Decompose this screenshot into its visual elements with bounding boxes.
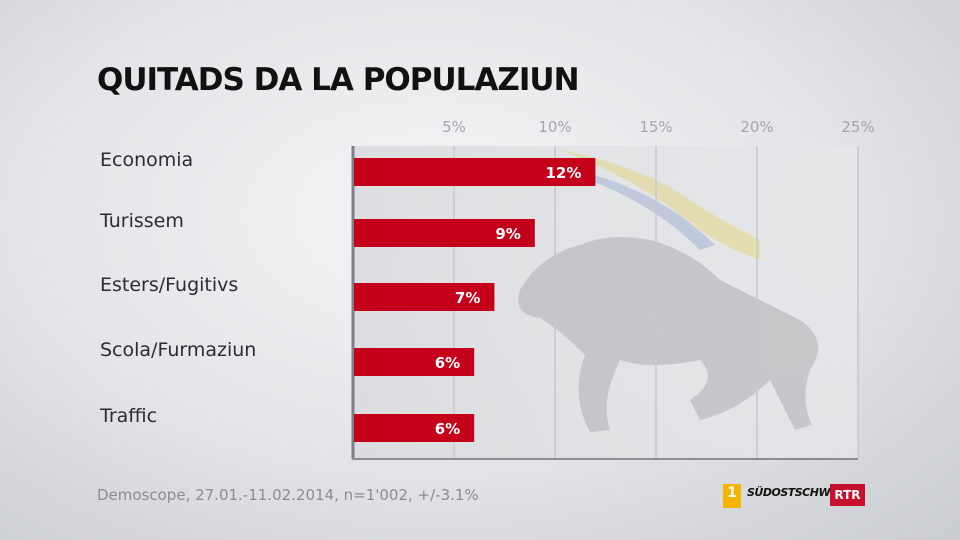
bar (354, 219, 535, 247)
category-label: Traffic (99, 405, 157, 427)
suedostschweiz-logo: SÜDOSTSCHWEIZ (747, 486, 849, 499)
radio-one-logo: 1 (723, 484, 741, 508)
bar (354, 158, 596, 186)
x-tick-label: 25% (841, 118, 874, 136)
x-tick-label: 15% (639, 118, 672, 136)
category-label: Scola/Furmaziun (100, 339, 256, 361)
data-label: 12% (545, 164, 581, 182)
data-label: 9% (495, 225, 520, 243)
data-label: 6% (435, 420, 460, 438)
x-tick-label: 20% (740, 118, 773, 136)
bar (354, 283, 495, 311)
source-note: Demoscope, 27.01.-11.02.2014, n=1'002, +… (97, 486, 479, 504)
bar (354, 348, 475, 376)
x-tick-label: 10% (538, 118, 571, 136)
x-tick-label: 5% (442, 118, 466, 136)
data-label: 6% (435, 354, 460, 372)
chart-title: QUITADS DA LA POPULAZIUN (97, 62, 580, 98)
category-label: Esters/Fugitivs (100, 274, 238, 296)
data-labels: 12% 9% 7% 6% 6% (435, 164, 582, 438)
bar (354, 414, 475, 442)
x-axis-ticks: 5% 10% 15% 20% 25% (442, 118, 875, 136)
bars (354, 158, 596, 442)
category-labels: Economia Turissem Esters/Fugitivs Scola/Fur… (99, 149, 256, 427)
category-label: Turissem (99, 210, 184, 232)
rtr-logo: RTR (830, 484, 865, 506)
background-emblem (518, 150, 818, 432)
data-label: 7% (455, 289, 480, 307)
radio-one-logo-text: 1 (727, 485, 737, 501)
category-label: Economia (100, 149, 193, 171)
